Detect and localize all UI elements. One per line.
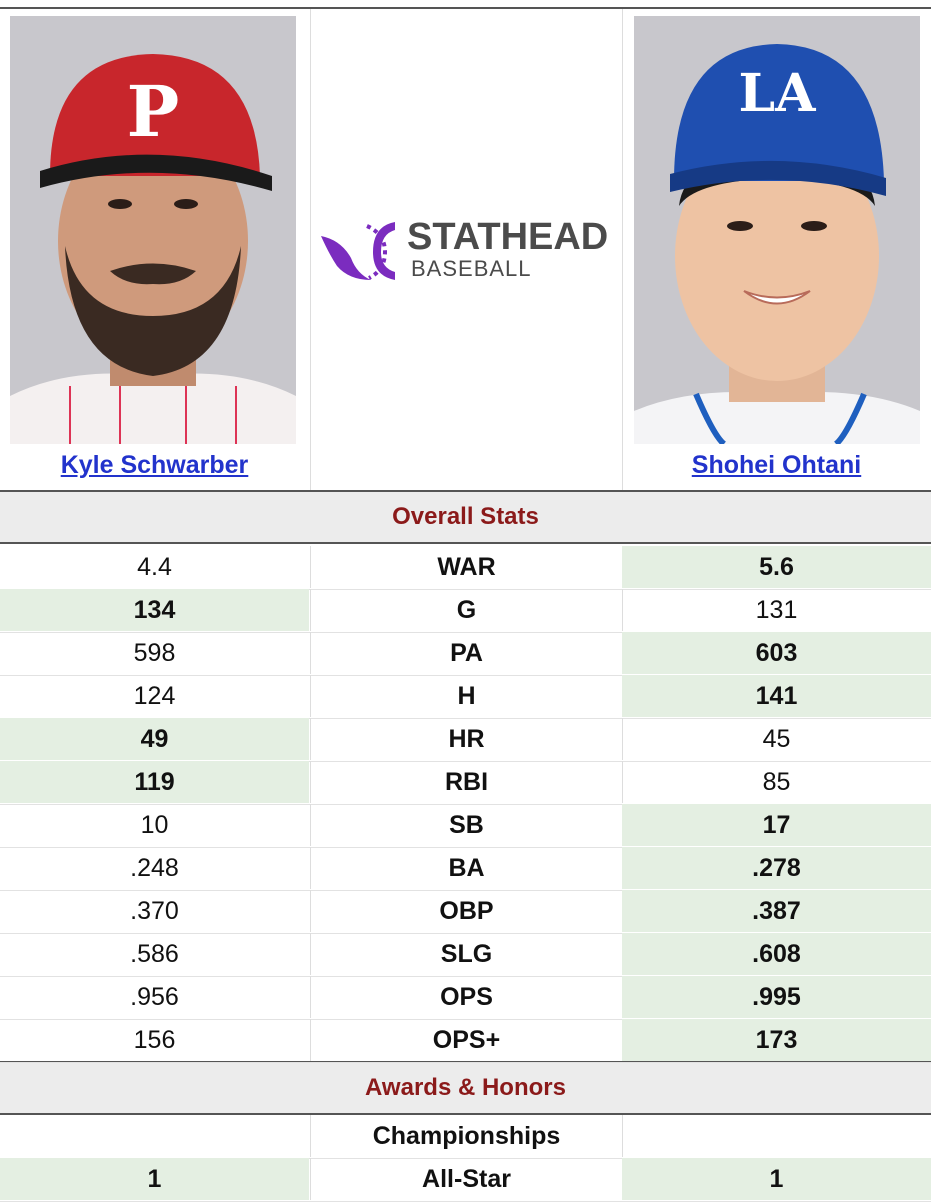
stat-row: .370 OBP .387 bbox=[0, 890, 931, 934]
right-player-name-link[interactable]: Shohei Ohtani bbox=[691, 451, 862, 479]
stat-label: HR bbox=[310, 718, 623, 760]
stat-left-value: 49 bbox=[0, 718, 309, 760]
right-player-headshot: LA bbox=[634, 16, 920, 444]
award-left-value: 1 bbox=[0, 1158, 309, 1200]
stat-row: 10 SB 17 bbox=[0, 804, 931, 848]
stat-left-value: .586 bbox=[130, 940, 179, 968]
right-cap-logo: LA bbox=[739, 63, 817, 124]
stat-row: 124 H 141 bbox=[0, 675, 931, 719]
awards-header: Awards & Honors bbox=[0, 1061, 931, 1115]
stat-right-value: 173 bbox=[622, 1019, 931, 1061]
stat-right-value: 603 bbox=[622, 632, 931, 674]
stat-right-value: .995 bbox=[622, 976, 931, 1018]
stat-label: SB bbox=[310, 804, 623, 846]
stat-label: H bbox=[310, 675, 623, 717]
stat-row: 119 RBI 85 bbox=[0, 761, 931, 805]
stat-left-value: 124 bbox=[133, 682, 176, 710]
stathead-logo-title: STATHEAD bbox=[407, 216, 609, 258]
stat-row: .586 SLG .608 bbox=[0, 933, 931, 977]
stat-right-value: .278 bbox=[622, 847, 931, 889]
stat-row: 156 OPS+ 173 bbox=[0, 1019, 931, 1063]
award-right-value bbox=[622, 1115, 931, 1157]
player-header: P Kyle Schwarber STATHEAD BASEBALL bbox=[0, 9, 931, 490]
left-player-name-link[interactable]: Kyle Schwarber bbox=[60, 451, 249, 479]
stat-left-value: .956 bbox=[130, 983, 179, 1011]
stat-left-value: 598 bbox=[133, 639, 176, 667]
stat-label: G bbox=[310, 589, 623, 631]
stat-row: 134 G 131 bbox=[0, 589, 931, 633]
top-divider bbox=[0, 7, 931, 9]
stathead-logo-subtitle: BASEBALL bbox=[411, 256, 532, 281]
award-row: 1 All-Star 1 bbox=[0, 1158, 931, 1202]
stat-row: 598 PA 603 bbox=[0, 632, 931, 676]
stat-right-value: 45 bbox=[762, 725, 791, 753]
stat-label: WAR bbox=[310, 546, 623, 588]
stat-left-value: 156 bbox=[133, 1026, 176, 1054]
stat-left-value: .370 bbox=[130, 897, 179, 925]
stat-label: OPS+ bbox=[310, 1019, 623, 1061]
stat-label: BA bbox=[310, 847, 623, 889]
stat-label: OBP bbox=[310, 890, 623, 932]
stat-right-value: 85 bbox=[762, 768, 791, 796]
stat-left-value: 119 bbox=[0, 761, 309, 803]
stat-left-value: 4.4 bbox=[137, 553, 172, 581]
award-label: All-Star bbox=[310, 1158, 623, 1200]
stat-right-value: .387 bbox=[622, 890, 931, 932]
stat-right-value: 17 bbox=[622, 804, 931, 846]
stat-row: 4.4 WAR 5.6 bbox=[0, 546, 931, 590]
left-cap-logo: P bbox=[127, 70, 180, 153]
award-label: Championships bbox=[310, 1115, 623, 1157]
left-player-headshot: P bbox=[10, 16, 296, 444]
stat-row: .248 BA .278 bbox=[0, 847, 931, 891]
award-left-value bbox=[0, 1115, 309, 1157]
logo-column: STATHEAD BASEBALL bbox=[310, 9, 623, 490]
stat-right-value: 131 bbox=[755, 596, 798, 624]
left-player-column: P Kyle Schwarber bbox=[0, 9, 309, 490]
left-player-photo: P bbox=[10, 16, 296, 444]
stat-label: PA bbox=[310, 632, 623, 674]
award-right-value: 1 bbox=[622, 1158, 931, 1200]
stathead-logo: STATHEAD BASEBALL bbox=[321, 214, 613, 284]
stat-label: SLG bbox=[310, 933, 623, 975]
stat-right-value: 141 bbox=[622, 675, 931, 717]
stat-right-value: .608 bbox=[622, 933, 931, 975]
stat-right-value: 5.6 bbox=[622, 546, 931, 588]
stat-label: OPS bbox=[310, 976, 623, 1018]
stat-row: 49 HR 45 bbox=[0, 718, 931, 762]
right-player-photo: LA bbox=[634, 16, 920, 444]
stat-left-value: 10 bbox=[140, 811, 169, 839]
award-row: Championships bbox=[0, 1115, 931, 1159]
stat-left-value: 134 bbox=[0, 589, 309, 631]
right-player-column: LA Shohei Ohtani bbox=[622, 9, 931, 490]
stathead-logo-icon bbox=[321, 222, 395, 280]
stat-label: RBI bbox=[310, 761, 623, 803]
overall-stats-header: Overall Stats bbox=[0, 490, 931, 544]
stat-row: .956 OPS .995 bbox=[0, 976, 931, 1020]
stat-left-value: .248 bbox=[130, 854, 179, 882]
